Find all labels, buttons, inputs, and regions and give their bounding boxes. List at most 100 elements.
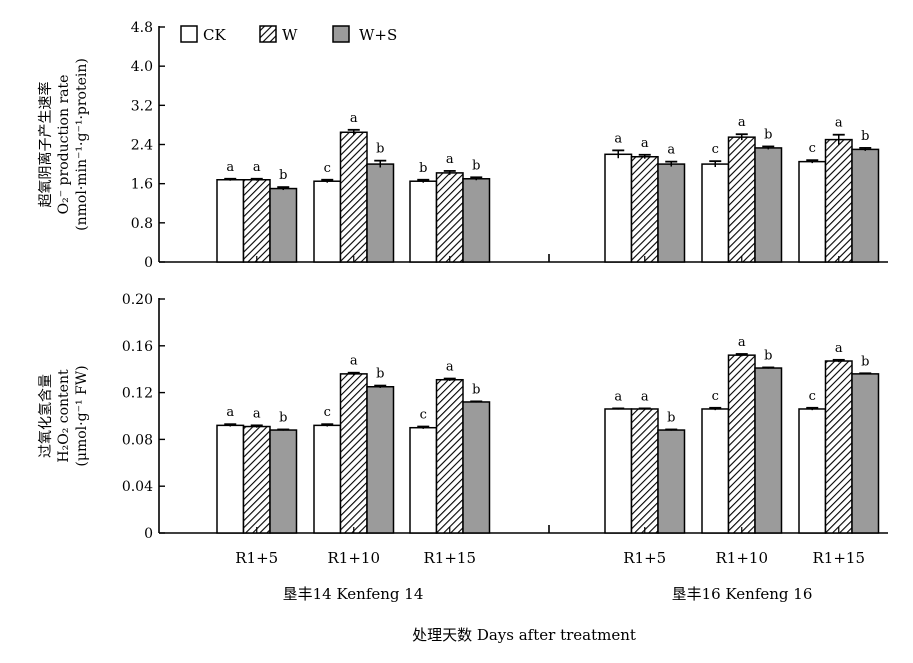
bar-ws [851, 373, 880, 534]
legend-swatch-ws [332, 25, 350, 43]
significance-letter: a [614, 131, 622, 146]
panel-superoxide: 0 0.8 1.6 2.4 3.2 4.0 4.8 超氧阴离子产生速率 O₂⁻ producti… [37, 20, 888, 271]
significance-letter: b [279, 168, 287, 183]
significance-letter: a [446, 152, 454, 167]
significance-letter: a [835, 116, 843, 131]
bar-w [727, 136, 756, 263]
bar-w [435, 172, 464, 263]
y-axis-label-line: O₂⁻ production rate [56, 75, 72, 215]
y-tick-label: 0.12 [122, 386, 153, 402]
significance-letter: a [446, 360, 454, 375]
bar-ck [313, 424, 342, 534]
significance-letter: b [764, 348, 772, 363]
y-tick-label: 0.20 [122, 292, 153, 308]
category-labels: R1+5 R1+10 R1+15 R1+5 R1+10 R1+15 [235, 549, 865, 567]
bar-ck [798, 160, 827, 263]
bar-ck [604, 408, 633, 534]
y-axis-label-line: 过氧化氢含量 [38, 374, 54, 458]
significance-letter: b [667, 410, 675, 425]
x-tick-label: R1+10 [328, 549, 381, 567]
significance-letter: b [472, 158, 480, 173]
significance-letter: c [809, 141, 816, 156]
bar-w [339, 131, 368, 263]
legend-swatch-ck [180, 25, 198, 43]
cultivar-label-kenfeng16: 垦丰16 Kenfeng 16 [672, 585, 813, 603]
significance-letter: b [861, 129, 869, 144]
y-tick-label: 0.08 [122, 432, 153, 448]
bar-ck [409, 180, 438, 263]
significance-letter: a [226, 160, 234, 175]
bar-ck [701, 163, 730, 263]
significance-letter: c [324, 161, 331, 176]
significance-letter: a [667, 143, 675, 158]
bar-w [630, 155, 659, 263]
x-tick-label: R1+5 [623, 549, 666, 567]
significance-letter: a [835, 341, 843, 356]
significance-letter: b [279, 410, 287, 425]
significance-letter: b [764, 127, 772, 142]
bar-w [727, 354, 756, 534]
bar-w [339, 373, 368, 534]
significance-letter: c [809, 389, 816, 404]
bar-ws [269, 187, 298, 263]
legend: CK W W+S [180, 25, 397, 44]
significance-letter: a [738, 115, 746, 130]
bar-ws [754, 367, 783, 534]
y-axis-label-line: 超氧阴离子产生速率 [37, 82, 54, 208]
bar-w [824, 138, 853, 263]
bar-ws [851, 148, 880, 263]
y-tick-label: 0 [144, 255, 153, 271]
significance-letter: a [253, 160, 261, 175]
legend-label-w: W [282, 26, 298, 44]
x-axis-label: 处理天数 Days after treatment [412, 626, 636, 644]
cultivar-label-kenfeng14: 垦丰14 Kenfeng 14 [283, 585, 424, 603]
bar-ws [366, 163, 395, 263]
y-tick-label: 2.4 [131, 138, 153, 154]
significance-letter: c [712, 389, 719, 404]
significance-letter: b [419, 161, 427, 176]
bar-w [242, 425, 271, 534]
bar-ck [313, 180, 342, 263]
y-tick-label: 0.04 [122, 479, 153, 495]
bar-ck [604, 153, 633, 263]
y-tick-label: 0 [144, 526, 153, 542]
significance-letter: b [472, 382, 480, 397]
bar-ck [701, 408, 730, 534]
bar-w [824, 360, 853, 534]
bar-ws [754, 147, 783, 263]
bar-ws [366, 386, 395, 534]
legend-swatch-w [259, 25, 277, 43]
significance-letter: a [641, 389, 649, 404]
x-tick-label: R1+5 [235, 549, 278, 567]
x-tick-label: R1+15 [424, 549, 477, 567]
y-axis-label-line: (μmol·g⁻¹ FW) [74, 365, 90, 466]
significance-letter: c [420, 408, 427, 423]
y-axis-label: 过氧化氢含量 H₂O₂ content (μmol·g⁻¹ FW) [38, 365, 90, 466]
significance-letter: a [350, 354, 358, 369]
legend-label-ck: CK [203, 26, 226, 44]
significance-letter: b [376, 142, 384, 157]
bar-ws [657, 429, 686, 534]
significance-letter: c [712, 142, 719, 157]
y-axis-label: 超氧阴离子产生速率 O₂⁻ production rate (nmol·min⁻¹·… [37, 58, 90, 231]
significance-letter: c [324, 405, 331, 420]
bar-ck [409, 426, 438, 534]
bar-ck [216, 179, 245, 263]
significance-letter: b [861, 354, 869, 369]
x-tick-label: R1+15 [813, 549, 866, 567]
y-tick-label: 4.8 [131, 20, 153, 36]
bar-ws [657, 163, 686, 263]
significance-letter: b [376, 367, 384, 382]
y-tick-label: 1.6 [131, 177, 153, 193]
y-tick-label: 4.0 [131, 59, 153, 75]
y-axis-label-line: (nmol·min⁻¹·g⁻¹·protein) [74, 58, 90, 231]
significance-letter: a [614, 389, 622, 404]
bar-ws [462, 401, 491, 534]
significance-letter: a [253, 406, 261, 421]
x-tick-label: R1+10 [716, 549, 769, 567]
y-tick-label: 3.2 [131, 98, 153, 114]
panel-h2o2: 0 0.04 0.08 0.12 0.16 0.20 过氧化氢含量 H₂O₂ content(… [38, 292, 888, 542]
significance-letter: a [226, 405, 234, 420]
y-tick-label: 0.16 [122, 339, 153, 355]
